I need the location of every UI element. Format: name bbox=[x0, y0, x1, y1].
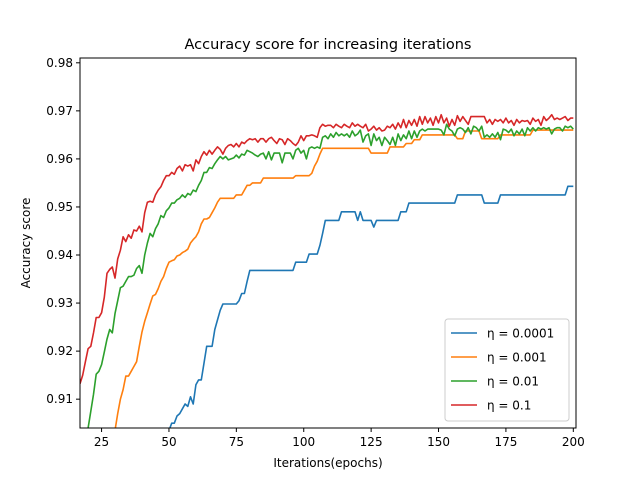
series-layer bbox=[80, 113, 574, 428]
x-tick-label: 75 bbox=[229, 435, 244, 449]
x-axis-label: Iterations(epochs) bbox=[273, 456, 382, 470]
legend-box bbox=[444, 318, 570, 422]
x-tick-label: 100 bbox=[292, 435, 315, 449]
y-tick-label: 0.91 bbox=[46, 392, 73, 406]
series-line-4 bbox=[80, 113, 574, 385]
plot-frame bbox=[79, 57, 577, 429]
series-line-3 bbox=[87, 123, 574, 428]
y-tick-label: 0.94 bbox=[46, 248, 73, 262]
y-tick-label: 0.95 bbox=[46, 200, 73, 214]
x-tick-label: 150 bbox=[427, 435, 450, 449]
axes-layer: 25 50 75 100 125 150 175 200 0.91 0.92 0.93 0.94 0.9… bbox=[46, 56, 584, 449]
legend-label-2: η = 0.001 bbox=[487, 351, 547, 365]
y-tick-label: 0.98 bbox=[46, 56, 73, 70]
chart-title: Accuracy score for increasing iterations bbox=[185, 37, 472, 53]
y-tick-label: 0.96 bbox=[46, 152, 73, 166]
legend: η = 0.0001 η = 0.001 η = 0.01 η = 0.1 bbox=[444, 318, 570, 422]
x-tick-label: 175 bbox=[494, 435, 517, 449]
legend-label-3: η = 0.01 bbox=[487, 375, 539, 389]
x-tick-label: 125 bbox=[360, 435, 383, 449]
legend-label-1: η = 0.0001 bbox=[487, 327, 554, 341]
y-axis-label: Accuracy score bbox=[19, 198, 33, 289]
x-tick-label: 200 bbox=[562, 435, 585, 449]
series-line-1 bbox=[169, 185, 574, 428]
y-tick-label: 0.97 bbox=[46, 104, 73, 118]
legend-label-4: η = 0.1 bbox=[487, 399, 531, 413]
series-line-2 bbox=[114, 129, 574, 428]
y-tick-label: 0.92 bbox=[46, 344, 73, 358]
x-tick-label: 50 bbox=[161, 435, 176, 449]
y-tick-label: 0.93 bbox=[46, 296, 73, 310]
x-tick-label: 25 bbox=[94, 435, 109, 449]
